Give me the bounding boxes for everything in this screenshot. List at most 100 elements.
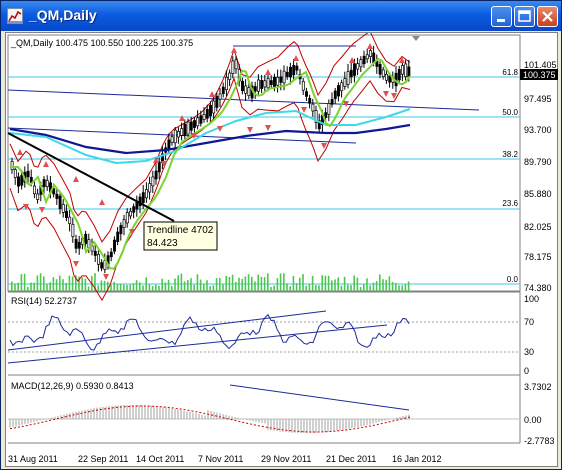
volume-bar xyxy=(65,282,67,291)
fractal-down-icon xyxy=(191,133,197,139)
candle-body xyxy=(244,85,248,94)
candle-body xyxy=(154,170,158,180)
candle-body xyxy=(362,55,366,65)
candle-body xyxy=(116,231,120,243)
candle-body xyxy=(369,50,372,58)
volume-bar xyxy=(183,281,186,291)
maximize-button[interactable] xyxy=(514,6,535,27)
candle-body xyxy=(301,81,305,91)
rsi-lower-trendline xyxy=(7,324,388,364)
volume-bar xyxy=(260,276,263,291)
price-label: 78.175 xyxy=(524,252,552,262)
panel-menu-icon[interactable] xyxy=(412,36,420,41)
close-button[interactable] xyxy=(537,6,558,27)
candle-body xyxy=(52,188,56,195)
volume-bar xyxy=(337,277,339,291)
current-price-marker xyxy=(520,69,558,80)
rsi-panel: RSI(14) 52.2737 100 70 30 0 xyxy=(7,294,539,376)
fractal-up-icon xyxy=(99,199,105,205)
candle-body xyxy=(311,103,315,112)
volume-bar xyxy=(244,276,247,291)
candle-body xyxy=(218,93,222,100)
candle-body xyxy=(13,169,17,178)
volume-bar xyxy=(39,273,42,291)
volume-bar xyxy=(161,278,163,291)
volume-bar xyxy=(369,285,371,291)
candle-body xyxy=(221,86,225,94)
volume-bar xyxy=(231,274,234,291)
macd-label: 0.00 xyxy=(524,415,542,425)
volume-bar xyxy=(327,275,330,291)
main-panel-header: _QM,Daily 100.475 100.550 100.225 100.37… xyxy=(10,38,193,48)
minimize-button[interactable] xyxy=(491,6,512,27)
volume-bar xyxy=(52,277,55,291)
price-label: 89.790 xyxy=(524,157,552,167)
volume-bar xyxy=(17,282,19,291)
fractal-up-icon xyxy=(153,157,159,163)
macd-label: -2.7783 xyxy=(524,436,555,446)
volume-bar xyxy=(270,286,272,291)
volume-bar xyxy=(78,276,80,291)
fib-label-23: 23.6 xyxy=(502,199,518,208)
candle-body xyxy=(183,123,187,137)
candle-body xyxy=(305,91,308,97)
title-bar[interactable]: _QM,Daily xyxy=(1,1,561,31)
candle-body xyxy=(289,66,292,78)
candle-body xyxy=(71,223,75,238)
candle-body xyxy=(129,210,132,217)
candle-body xyxy=(276,76,280,86)
candle-body xyxy=(145,189,148,199)
fractal-down-icon xyxy=(23,204,29,210)
volume-bar xyxy=(366,278,368,291)
fib-label-38: 38.2 xyxy=(502,150,518,159)
volume-bar xyxy=(305,285,307,291)
volume-bar xyxy=(350,285,352,291)
candle-body xyxy=(132,206,136,213)
candle-body xyxy=(353,63,356,76)
candle-body xyxy=(269,80,273,85)
candle-body xyxy=(327,103,331,115)
candle-body xyxy=(228,72,232,80)
candle-body xyxy=(317,120,321,130)
fractal-down-icon xyxy=(265,125,271,131)
candle-body xyxy=(97,254,100,265)
candle-body xyxy=(26,170,30,178)
volume-bar xyxy=(20,274,23,291)
candle-body xyxy=(202,114,206,120)
volume-bar xyxy=(23,273,26,291)
volume-bar xyxy=(87,286,90,291)
volume-bar xyxy=(203,283,205,291)
volume-bar xyxy=(311,275,314,291)
candle-body xyxy=(74,238,78,249)
candle-body xyxy=(257,79,260,92)
time-label: 7 Nov 2011 xyxy=(198,454,243,464)
volume-bar xyxy=(27,286,29,291)
candle-body xyxy=(212,100,216,114)
price-label: 101.405 xyxy=(524,60,557,70)
volume-bar xyxy=(187,279,189,291)
volume-bar xyxy=(324,275,327,291)
volume-bar xyxy=(81,277,83,291)
drawn-trendline[interactable] xyxy=(7,132,175,222)
close-icon xyxy=(542,11,553,22)
candle-body xyxy=(113,239,116,252)
time-label: 21 Dec 2011 xyxy=(326,454,376,464)
chart-area[interactable]: 61.8 50.0 38.2 23.6 0.0 xyxy=(5,30,558,467)
volume-bar xyxy=(407,281,410,291)
fractal-up-icon xyxy=(399,57,405,63)
volume-bar xyxy=(401,285,403,291)
volume-bar xyxy=(135,280,138,291)
candle-body xyxy=(397,69,401,81)
volume-bar xyxy=(119,283,122,291)
volume-bar xyxy=(71,276,74,291)
time-label: 29 Nov 2011 xyxy=(261,454,311,464)
volume-bar xyxy=(391,282,394,291)
candle-body xyxy=(61,204,65,213)
volume-bar xyxy=(302,274,304,291)
candle-body xyxy=(205,109,209,119)
volume-bar xyxy=(167,279,170,291)
volume-bar xyxy=(132,283,135,291)
fractal-up-icon xyxy=(209,91,215,97)
volume-bar xyxy=(267,273,269,291)
